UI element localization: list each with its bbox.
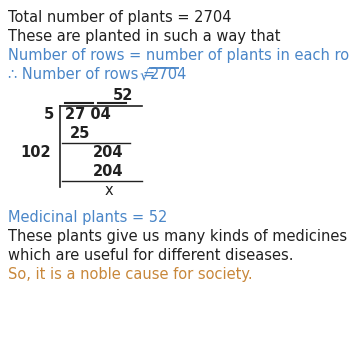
Text: which are useful for different diseases.: which are useful for different diseases. — [8, 248, 294, 263]
Text: These are planted in such a way that: These are planted in such a way that — [8, 29, 281, 44]
Text: Total number of plants = 2704: Total number of plants = 2704 — [8, 10, 231, 25]
Text: 25: 25 — [70, 126, 90, 141]
Text: 102: 102 — [20, 145, 51, 160]
Text: Number of rows = number of plants in each row: Number of rows = number of plants in eac… — [8, 48, 349, 63]
Text: √: √ — [140, 67, 149, 82]
Text: x: x — [105, 183, 114, 198]
Text: 27 04: 27 04 — [65, 107, 111, 122]
Text: Medicinal plants = 52: Medicinal plants = 52 — [8, 210, 168, 225]
Text: ∴ Number of rows =: ∴ Number of rows = — [8, 67, 160, 82]
Text: 204: 204 — [93, 164, 124, 179]
Text: 204: 204 — [93, 145, 124, 160]
Text: 52: 52 — [113, 88, 133, 103]
Text: 5: 5 — [44, 107, 54, 122]
Text: So, it is a noble cause for society.: So, it is a noble cause for society. — [8, 267, 253, 282]
Text: 2704: 2704 — [150, 67, 187, 82]
Text: These plants give us many kinds of medicines: These plants give us many kinds of medic… — [8, 229, 347, 244]
